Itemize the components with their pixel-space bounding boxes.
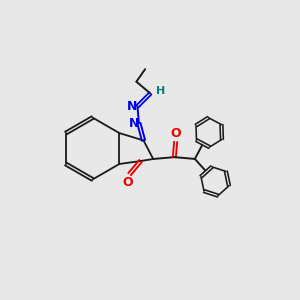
Text: O: O bbox=[170, 127, 181, 140]
Text: N: N bbox=[128, 117, 139, 130]
Text: H: H bbox=[156, 85, 166, 95]
Text: O: O bbox=[123, 176, 134, 189]
Text: N: N bbox=[127, 100, 137, 113]
